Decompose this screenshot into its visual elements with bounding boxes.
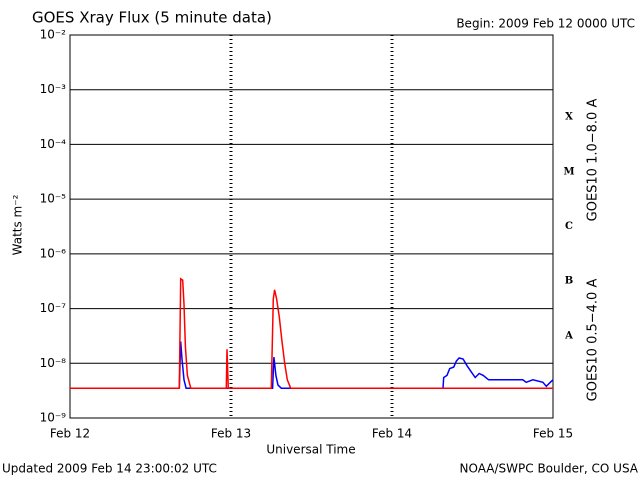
- y-axis-label: Watts m⁻²: [11, 194, 25, 255]
- flare-class-label: B: [565, 276, 573, 287]
- flare-class-label: A: [564, 330, 573, 341]
- flare-class-label: M: [563, 166, 574, 177]
- y-tick-label: 10⁻⁷: [40, 301, 67, 315]
- series-line: [70, 277, 553, 389]
- x-tick-label: Feb 15: [533, 427, 573, 441]
- y-tick-label: 10⁻⁵: [40, 192, 67, 206]
- y-tick-label: 10⁻⁸: [40, 356, 67, 370]
- footer-left: Updated 2009 Feb 14 23:00:02 UTC: [2, 462, 217, 476]
- y-tick-label: 10⁻⁹: [40, 411, 67, 425]
- chart-title: GOES Xray Flux (5 minute data): [32, 9, 272, 27]
- chart-subtitle: Begin: 2009 Feb 12 0000 UTC: [456, 17, 635, 31]
- flare-class-label: X: [565, 112, 573, 123]
- x-tick-label: Feb 14: [372, 427, 412, 441]
- legend-entry: GOES10 0.5−4.0 A: [586, 279, 601, 402]
- series-line: [70, 341, 554, 389]
- x-tick-label: Feb 12: [50, 427, 90, 441]
- flare-class-label: C: [565, 221, 573, 232]
- x-axis-label: Universal Time: [266, 443, 355, 457]
- x-tick-label: Feb 13: [211, 427, 251, 441]
- legend-entry: GOES10 1.0−8.0 A: [586, 99, 601, 222]
- y-tick-label: 10⁻⁴: [40, 137, 67, 151]
- footer-right: NOAA/SWPC Boulder, CO USA: [460, 462, 639, 476]
- plot-frame: [69, 34, 554, 419]
- y-tick-label: 10⁻⁶: [40, 246, 67, 260]
- y-tick-label: 10⁻³: [40, 82, 67, 96]
- y-tick-label: 10⁻²: [40, 28, 67, 42]
